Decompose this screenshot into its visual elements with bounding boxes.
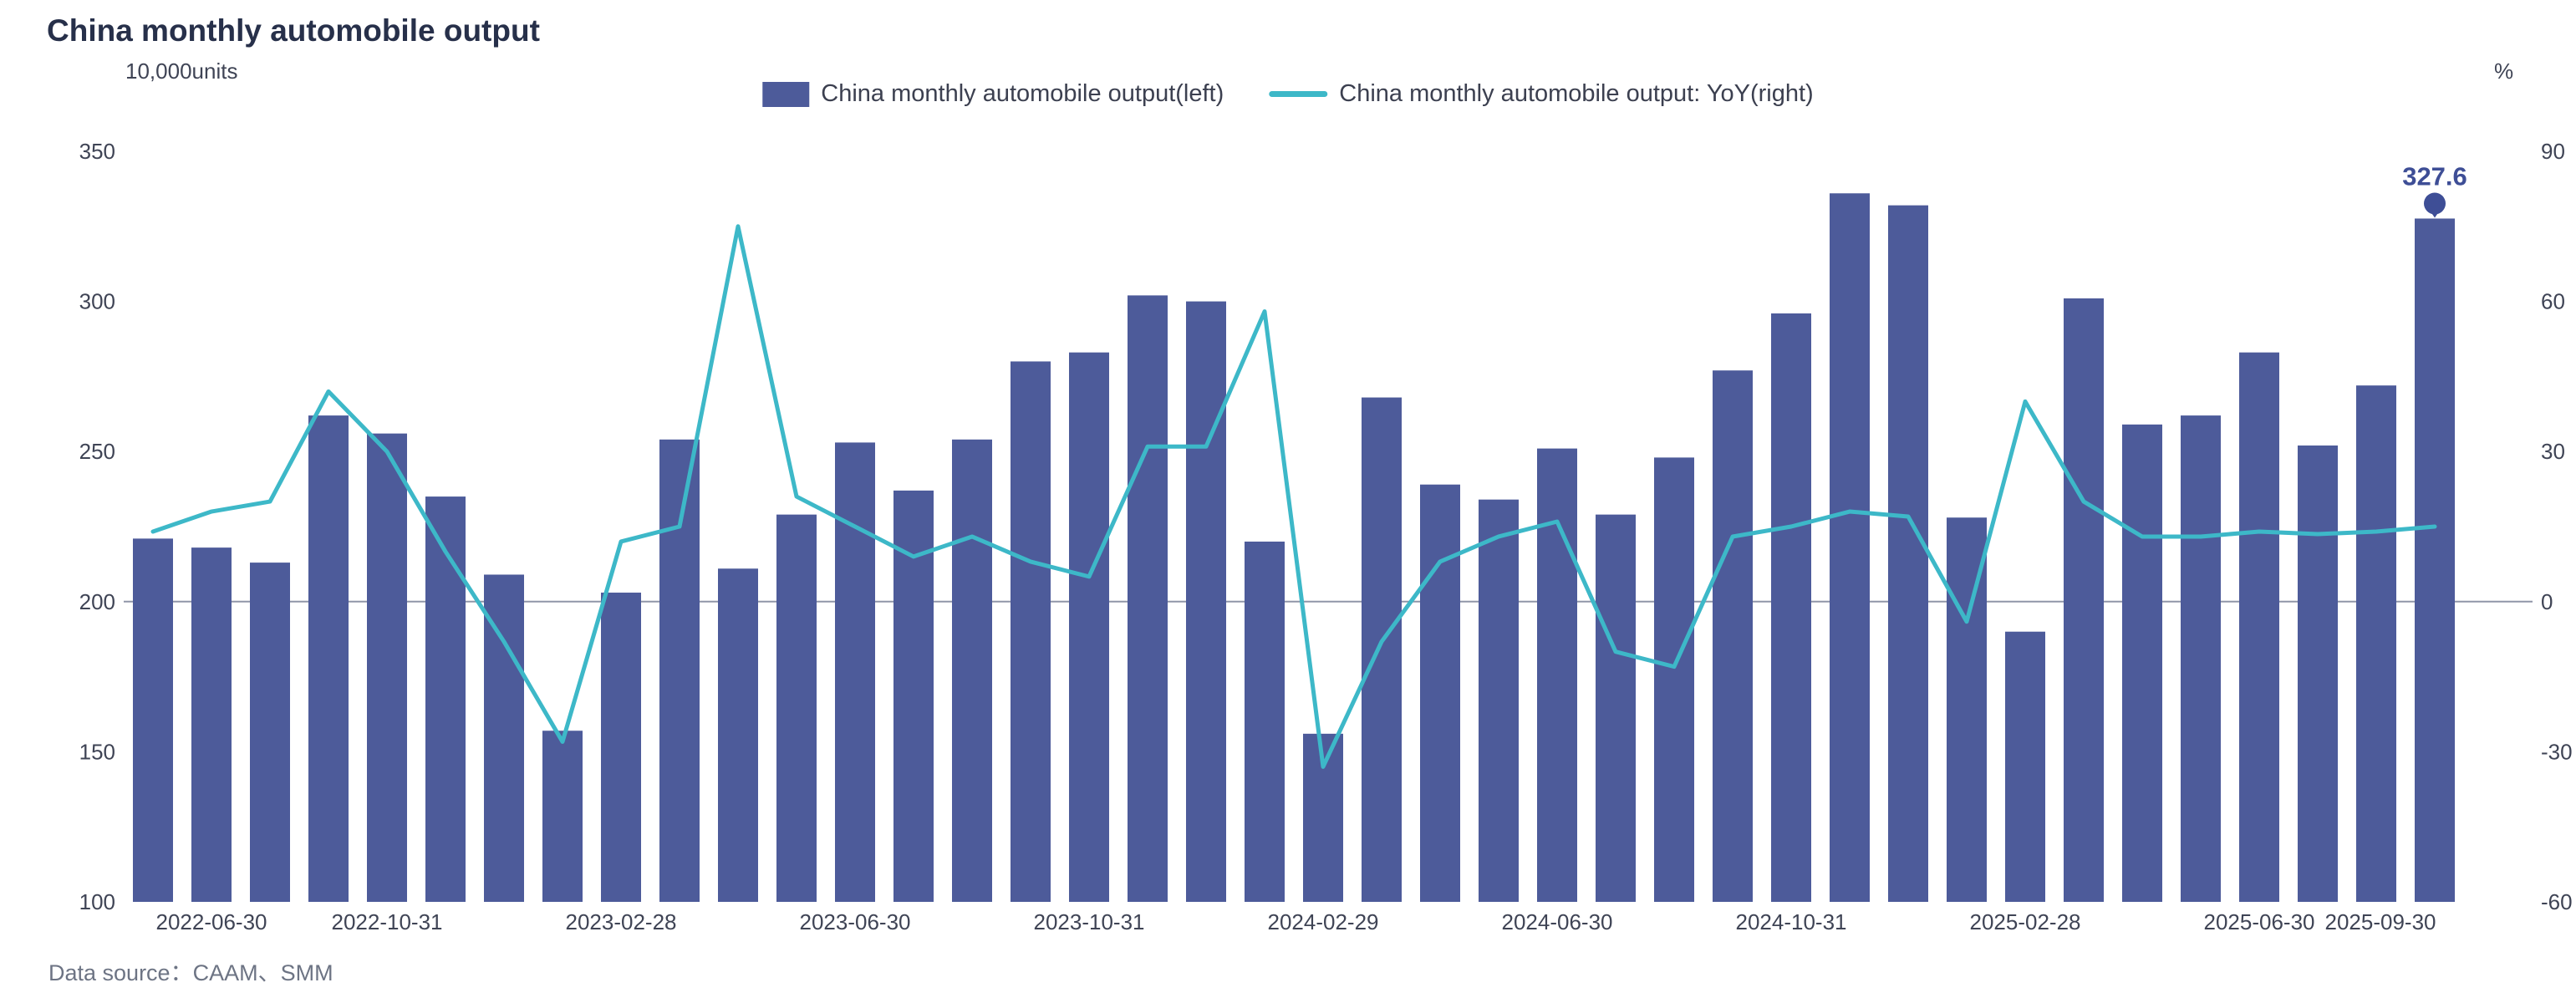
bar [2064, 298, 2104, 902]
bar [659, 439, 700, 902]
x-axis-tick-label: 2025-06-30 [2204, 909, 2315, 934]
left-axis-tick-label: 250 [79, 439, 115, 464]
yoy-line [150, 224, 2437, 769]
bar [1479, 499, 1519, 902]
x-axis-tick-label: 2025-02-28 [1970, 909, 2081, 934]
bar [952, 439, 992, 902]
left-axis-tick-label: 100 [79, 889, 115, 914]
bar [718, 568, 758, 902]
bar-series-swatch-icon [762, 81, 810, 107]
x-axis-tick-label: 2024-06-30 [1502, 909, 1613, 934]
bar [1713, 370, 1753, 902]
bar [1420, 484, 1460, 902]
x-axis-tick-label: 2023-02-28 [566, 909, 677, 934]
bar [1596, 514, 1636, 902]
annotation-value-label: 327.6 [2402, 161, 2467, 191]
bar [893, 490, 934, 902]
right-axis-tick-label: 0 [2541, 589, 2553, 614]
bar [1011, 361, 1051, 902]
bar [1362, 397, 1402, 902]
right-axis-unit: % [2494, 59, 2514, 84]
right-axis-tick-label: 90 [2541, 139, 2565, 164]
bar [2122, 424, 2162, 902]
legend: China monthly automobile output(left) Ch… [762, 80, 1814, 108]
right-axis-tick-label: 60 [2541, 289, 2565, 314]
bar [2415, 218, 2455, 902]
x-axis-tick-label: 2022-10-31 [332, 909, 443, 934]
bar [2181, 415, 2221, 902]
bar [484, 574, 524, 902]
chart-title: China monthly automobile output [47, 13, 540, 48]
left-axis-tick-label: 300 [79, 289, 115, 314]
bar [776, 514, 817, 902]
left-axis-tick-label: 350 [79, 139, 115, 164]
right-axis-tick-label: -30 [2541, 739, 2573, 764]
bar [1654, 457, 1694, 902]
bar [1245, 541, 1285, 902]
bar [2298, 445, 2338, 902]
x-axis-tick-label: 2023-06-30 [800, 909, 911, 934]
bar [1537, 448, 1577, 902]
x-axis-tick-label: 2024-10-31 [1736, 909, 1847, 934]
legend-item-output[interactable]: China monthly automobile output(left) [762, 80, 1224, 108]
bar [367, 433, 407, 902]
left-axis-tick-label: 150 [79, 739, 115, 764]
legend-line-label: China monthly automobile output: YoY(rig… [1339, 80, 1814, 107]
bar [191, 547, 232, 902]
legend-item-yoy[interactable]: China monthly automobile output: YoY(rig… [1269, 80, 1814, 108]
x-axis-tick-label: 2025-09-30 [2325, 909, 2436, 934]
left-axis-tick-label: 200 [79, 589, 115, 614]
right-axis-tick-label: -60 [2541, 889, 2573, 914]
x-axis-tick-label: 2022-06-30 [156, 909, 267, 934]
x-axis-tick-label: 2023-10-31 [1034, 909, 1145, 934]
bar [1771, 313, 1811, 902]
bar [1947, 517, 1987, 902]
data-source-note: Data source：CAAM、SMM [48, 960, 333, 985]
bar [1186, 301, 1226, 903]
legend-bar-label: China monthly automobile output(left) [821, 80, 1224, 107]
bar [425, 496, 466, 902]
bar [835, 442, 875, 902]
annotation-pin-icon [2424, 192, 2446, 215]
bar [1128, 295, 1168, 902]
bar [2239, 352, 2279, 902]
bar [542, 731, 583, 902]
x-axis-tick-label: 2024-02-29 [1268, 909, 1379, 934]
bar [2356, 385, 2396, 902]
bar [2005, 631, 2045, 902]
right-axis-tick-label: 30 [2541, 439, 2565, 464]
line-series-swatch-icon [1269, 91, 1328, 97]
bar [250, 563, 290, 902]
bar [308, 415, 349, 902]
bar [601, 593, 641, 902]
bar [1830, 193, 1870, 903]
bar [1069, 352, 1109, 902]
bar [1888, 205, 1928, 902]
bar [133, 538, 173, 902]
left-axis-unit: 10,000units [125, 59, 238, 84]
